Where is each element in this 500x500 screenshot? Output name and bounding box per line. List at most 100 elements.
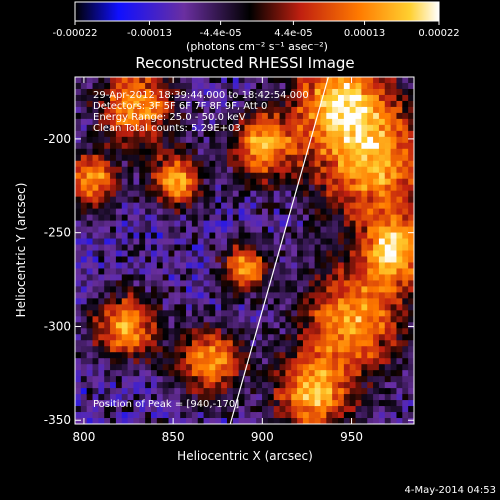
heatmap-cell	[156, 226, 164, 234]
heatmap-cell	[121, 280, 129, 287]
heatmap-cell	[355, 100, 362, 108]
heatmap-cell	[232, 106, 240, 114]
heatmap-cell	[191, 226, 199, 234]
heatmap-cell	[238, 304, 246, 311]
heatmap-cell	[378, 220, 386, 228]
heatmap-cell	[384, 220, 392, 228]
heatmap-cell	[256, 274, 263, 282]
heatmap-cell	[396, 310, 403, 317]
heatmap-cell	[110, 82, 117, 90]
heatmap-cell	[209, 196, 216, 204]
heatmap-cell	[408, 346, 414, 353]
heatmap-cell	[80, 202, 88, 210]
heatmap-cell	[343, 406, 351, 413]
heatmap-cell	[197, 77, 205, 84]
heatmap-cell	[367, 178, 374, 186]
heatmap-cell	[221, 400, 228, 407]
heatmap-cell	[86, 298, 94, 305]
heatmap-cell	[244, 178, 251, 186]
heatmap-cell	[209, 376, 216, 383]
colorbar-ticks: -0.00022 -0.00013 -4.4e-05 4.4e-05 0.00013 0.…	[53, 21, 460, 39]
heatmap-cell	[226, 364, 234, 371]
heatmap-cell	[326, 376, 333, 383]
heatmap-cell	[150, 124, 158, 132]
heatmap-cell	[390, 82, 398, 90]
heatmap-cell	[150, 352, 158, 359]
heatmap-cell	[180, 406, 187, 413]
heatmap-cell	[256, 286, 263, 293]
heatmap-cell	[267, 388, 275, 395]
heatmap-cell	[150, 214, 158, 222]
heatmap-cell	[162, 376, 170, 383]
heatmap-cell	[186, 412, 193, 419]
heatmap-cell	[191, 112, 199, 120]
heatmap-cell	[279, 358, 287, 365]
heatmap-cell	[308, 160, 316, 168]
heatmap-cell	[232, 118, 240, 126]
heatmap-cell	[221, 154, 228, 162]
heatmap-cell	[92, 286, 99, 293]
heatmap-cell	[150, 232, 158, 240]
heatmap-cell	[291, 190, 298, 198]
heatmap-cell	[98, 112, 105, 120]
heatmap-cell	[279, 406, 287, 413]
heatmap-cell	[174, 94, 181, 102]
heatmap-cell	[396, 124, 403, 132]
heatmap-cell	[408, 136, 414, 144]
heatmap-cell	[291, 304, 298, 311]
heatmap-cell	[326, 358, 333, 365]
heatmap-cell	[197, 376, 205, 383]
heatmap-cell	[203, 328, 211, 335]
heatmap-cell	[238, 196, 246, 204]
heatmap-cell	[121, 268, 129, 276]
heatmap-cell	[133, 328, 140, 335]
heatmap-cell	[145, 340, 152, 347]
heatmap-cell	[373, 334, 380, 341]
heatmap-cell	[139, 130, 146, 138]
heatmap-cell	[127, 346, 135, 353]
heatmap-cell	[191, 82, 199, 90]
heatmap-cell	[168, 406, 175, 413]
heatmap-cell	[250, 274, 257, 282]
heatmap-cell	[104, 364, 111, 371]
heatmap-cell	[349, 166, 357, 174]
heatmap-cell	[104, 394, 111, 401]
heatmap-cell	[250, 88, 257, 96]
heatmap-cell	[378, 304, 386, 311]
heatmap-cell	[150, 334, 158, 341]
heatmap-cell	[320, 94, 327, 102]
heatmap-cell	[75, 280, 82, 287]
heatmap-cell	[273, 124, 281, 132]
heatmap-cell	[203, 112, 211, 120]
heatmap-cell	[250, 292, 257, 299]
heatmap-cell	[343, 178, 351, 186]
heatmap-cell	[349, 202, 357, 210]
heatmap-cell	[408, 202, 414, 210]
annotation-detectors: Detectors: 3F 5F 6F 7F 8F 9F, Att 0	[93, 101, 267, 112]
heatmap-cell	[150, 154, 158, 162]
heatmap-cell	[221, 226, 228, 234]
heatmap-cell	[244, 118, 251, 126]
heatmap-cell	[209, 172, 216, 180]
heatmap-cell	[203, 262, 211, 270]
heatmap-cell	[291, 340, 298, 347]
heatmap-cell	[396, 88, 403, 96]
heatmap-cell	[92, 172, 99, 180]
heatmap-cell	[273, 238, 281, 246]
heatmap-cell	[302, 370, 310, 377]
heatmap-cell	[232, 256, 240, 264]
heatmap-cell	[355, 316, 362, 323]
limb-line	[229, 76, 329, 425]
heatmap-cell	[75, 418, 82, 424]
heatmap-cell	[279, 316, 287, 323]
heatmap-cell	[267, 352, 275, 359]
heatmap-cell	[168, 214, 175, 222]
heatmap-cell	[92, 400, 99, 407]
heatmap-cell	[402, 262, 409, 270]
heatmap-cell	[232, 196, 240, 204]
heatmap-cell	[197, 280, 205, 287]
heatmap-cell	[402, 148, 409, 156]
heatmap-cell	[267, 382, 275, 389]
heatmap-cell	[174, 172, 181, 180]
heatmap-cell	[156, 142, 164, 150]
